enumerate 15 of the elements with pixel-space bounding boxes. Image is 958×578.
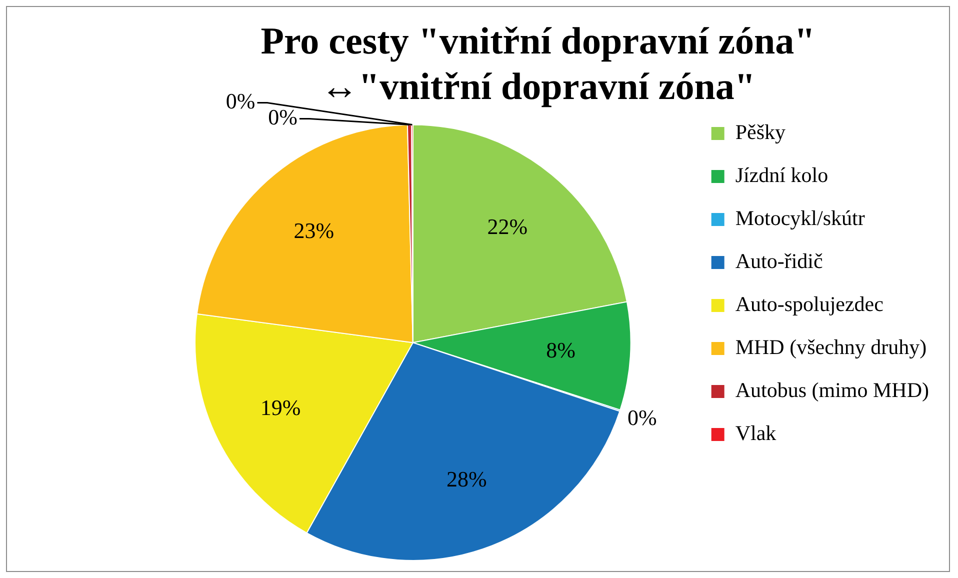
legend-label: Vlak <box>735 421 777 446</box>
legend-label: Jízdní kolo <box>735 163 828 188</box>
legend-label: Auto-spolujezdec <box>735 292 884 316</box>
data-label: 8% <box>546 338 576 363</box>
data-label: 0% <box>628 404 657 430</box>
legend-label: Motocykl/skútr <box>735 206 865 230</box>
data-label: 19% <box>260 394 301 420</box>
legend-label: MHD (všechny druhy) <box>735 335 927 360</box>
legend-label: Auto-řidič <box>735 249 823 274</box>
data-label: 0% <box>226 88 256 114</box>
data-label: 22% <box>487 214 528 240</box>
legend-label: Pěšky <box>735 120 786 144</box>
data-label: 23% <box>294 218 334 244</box>
data-label: 28% <box>446 466 487 492</box>
legend-label: Autobus (mimo MHD) <box>735 378 930 402</box>
